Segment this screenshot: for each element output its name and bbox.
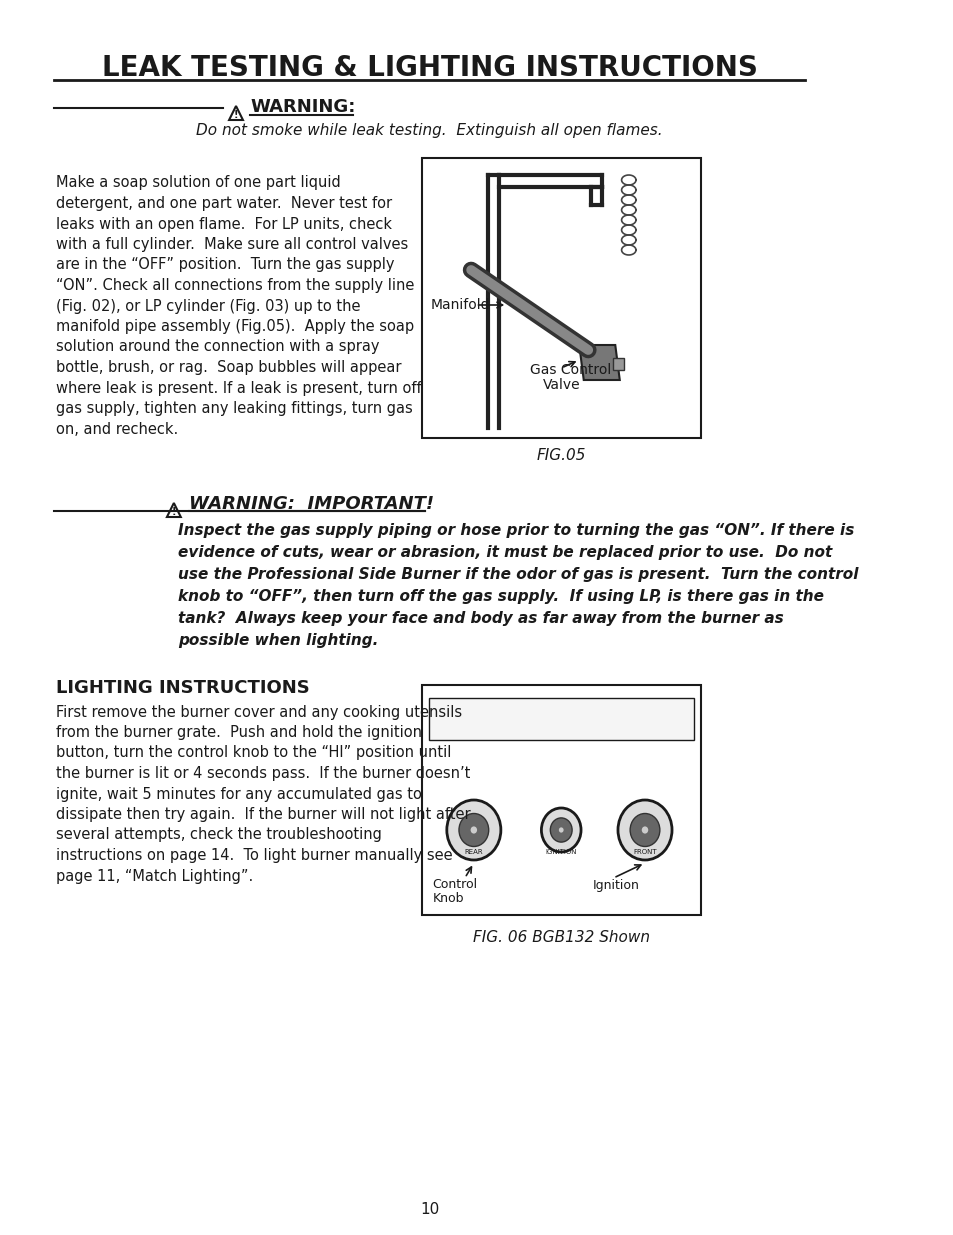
Text: from the burner grate.  Push and hold the ignition: from the burner grate. Push and hold the… xyxy=(56,725,421,740)
Text: with a full cylinder.  Make sure all control valves: with a full cylinder. Make sure all cont… xyxy=(56,237,408,252)
Text: Valve: Valve xyxy=(542,378,580,391)
Text: Inspect the gas supply piping or hose prior to turning the gas “ON”. If there is: Inspect the gas supply piping or hose pr… xyxy=(178,522,854,537)
Text: LEAK TESTING & LIGHTING INSTRUCTIONS: LEAK TESTING & LIGHTING INSTRUCTIONS xyxy=(102,54,757,82)
Text: WARNING:: WARNING: xyxy=(251,98,355,116)
Text: (Fig. 02), or LP cylinder (Fig. 03) up to the: (Fig. 02), or LP cylinder (Fig. 03) up t… xyxy=(56,299,360,314)
Text: leaks with an open flame.  For LP units, check: leaks with an open flame. For LP units, … xyxy=(56,216,392,231)
Text: Do not smoke while leak testing.  Extinguish all open flames.: Do not smoke while leak testing. Extingu… xyxy=(196,122,662,137)
Text: Ignition: Ignition xyxy=(592,878,639,892)
Text: FIG.05: FIG.05 xyxy=(536,447,585,462)
Text: Control: Control xyxy=(432,878,477,892)
Text: where leak is present. If a leak is present, turn off: where leak is present. If a leak is pres… xyxy=(56,380,421,395)
Text: FRONT: FRONT xyxy=(633,848,656,855)
Text: possible when lighting.: possible when lighting. xyxy=(178,632,378,647)
Text: instructions on page 14.  To light burner manually see: instructions on page 14. To light burner… xyxy=(56,848,452,863)
Text: LIGHTING INSTRUCTIONS: LIGHTING INSTRUCTIONS xyxy=(56,679,310,697)
Text: Manifold: Manifold xyxy=(430,298,490,312)
Text: !: ! xyxy=(233,110,238,120)
Text: evidence of cuts, wear or abrasion, it must be replaced prior to use.  Do not: evidence of cuts, wear or abrasion, it m… xyxy=(178,545,832,559)
Text: manifold pipe assembly (Fig.05).  Apply the soap: manifold pipe assembly (Fig.05). Apply t… xyxy=(56,319,414,333)
Text: knob to “OFF”, then turn off the gas supply.  If using LP, is there gas in the: knob to “OFF”, then turn off the gas sup… xyxy=(178,589,823,604)
Circle shape xyxy=(641,826,648,834)
Text: REAR: REAR xyxy=(464,848,482,855)
Text: !: ! xyxy=(172,506,176,516)
Text: Gas Control: Gas Control xyxy=(529,363,610,377)
Text: 10: 10 xyxy=(419,1203,439,1218)
Circle shape xyxy=(630,814,659,846)
FancyBboxPatch shape xyxy=(421,685,700,915)
Circle shape xyxy=(470,826,476,834)
Polygon shape xyxy=(578,345,619,380)
Text: Knob: Knob xyxy=(432,892,463,904)
Text: WARNING:  IMPORTANT!: WARNING: IMPORTANT! xyxy=(189,495,434,513)
Text: IGNITION: IGNITION xyxy=(545,848,577,855)
Text: on, and recheck.: on, and recheck. xyxy=(56,421,178,436)
Text: bottle, brush, or rag.  Soap bubbles will appear: bottle, brush, or rag. Soap bubbles will… xyxy=(56,359,401,375)
Text: FIG. 06 BGB132 Shown: FIG. 06 BGB132 Shown xyxy=(473,930,649,945)
Text: First remove the burner cover and any cooking utensils: First remove the burner cover and any co… xyxy=(56,704,461,720)
Circle shape xyxy=(446,800,500,860)
Text: tank?  Always keep your face and body as far away from the burner as: tank? Always keep your face and body as … xyxy=(178,610,783,625)
Circle shape xyxy=(618,800,671,860)
Text: use the Professional Side Burner if the odor of gas is present.  Turn the contro: use the Professional Side Burner if the … xyxy=(178,567,858,582)
Text: page 11, “Match Lighting”.: page 11, “Match Lighting”. xyxy=(56,868,253,883)
Text: ignite, wait 5 minutes for any accumulated gas to: ignite, wait 5 minutes for any accumulat… xyxy=(56,787,421,802)
Text: gas supply, tighten any leaking fittings, turn gas: gas supply, tighten any leaking fittings… xyxy=(56,401,412,416)
Text: are in the “OFF” position.  Turn the gas supply: are in the “OFF” position. Turn the gas … xyxy=(56,258,394,273)
Text: “ON”. Check all connections from the supply line: “ON”. Check all connections from the sup… xyxy=(56,278,414,293)
Text: several attempts, check the troubleshooting: several attempts, check the troubleshoot… xyxy=(56,827,381,842)
FancyBboxPatch shape xyxy=(421,158,700,438)
Text: button, turn the control knob to the “HI” position until: button, turn the control knob to the “HI… xyxy=(56,746,451,761)
Text: detergent, and one part water.  Never test for: detergent, and one part water. Never tes… xyxy=(56,196,392,211)
Text: the burner is lit or 4 seconds pass.  If the burner doesn’t: the burner is lit or 4 seconds pass. If … xyxy=(56,766,470,781)
Circle shape xyxy=(550,818,572,842)
Text: dissipate then try again.  If the burner will not light after: dissipate then try again. If the burner … xyxy=(56,806,470,823)
Text: Make a soap solution of one part liquid: Make a soap solution of one part liquid xyxy=(56,175,340,190)
FancyBboxPatch shape xyxy=(428,698,693,740)
Text: solution around the connection with a spray: solution around the connection with a sp… xyxy=(56,340,379,354)
Circle shape xyxy=(541,808,580,852)
Circle shape xyxy=(558,827,563,832)
FancyBboxPatch shape xyxy=(613,358,623,370)
Circle shape xyxy=(458,814,488,846)
